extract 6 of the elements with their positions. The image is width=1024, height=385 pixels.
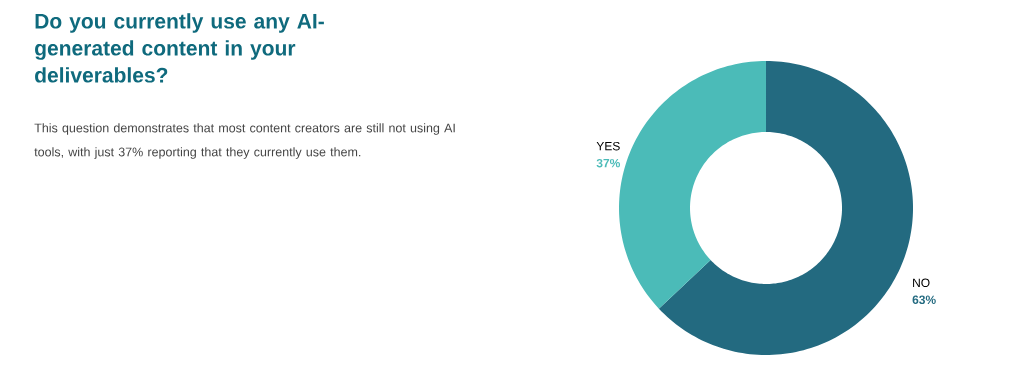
text: Do you currently use any AI-generated content in your deliverables? xyxy=(35,13,324,83)
data-label: 37% xyxy=(596,158,621,168)
slice-label: YES xyxy=(596,141,620,151)
slice-label: NO xyxy=(913,278,930,287)
data-label: 63% xyxy=(912,295,936,305)
text: This question demonstrates that most content creators are still not using AI tools, with just 37% reporting that they currently use them. xyxy=(34,123,455,159)
